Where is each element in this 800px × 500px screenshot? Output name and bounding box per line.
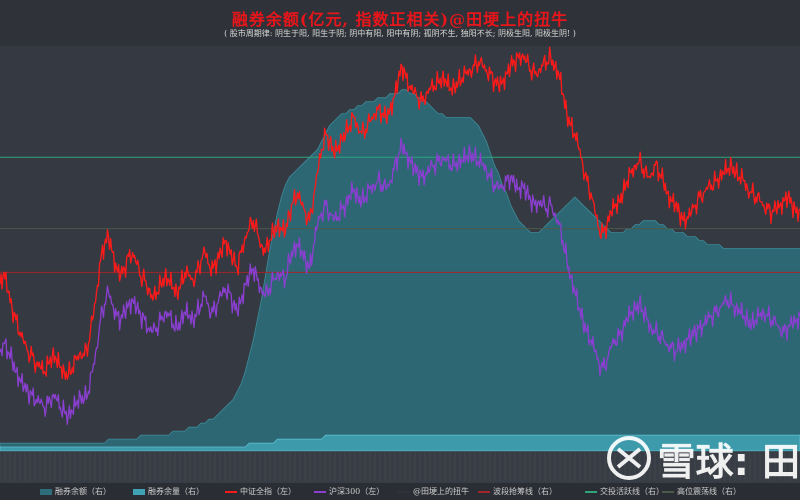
legend-label: 沪深300（左）: [329, 487, 385, 496]
x-axis-band: [0, 451, 800, 483]
legend-swatch: [40, 489, 52, 495]
legend-label: 融券余量（右）: [148, 487, 204, 496]
legend-item: 融券余额（右）: [40, 486, 111, 497]
legend-swatch: [314, 491, 326, 493]
chart-header: 融券余额(亿元, 指数正相关)@田埂上的扭牛 ( 股市周期律: 阴生于阳, 阳生…: [0, 0, 800, 46]
chart-title: 融券余额(亿元, 指数正相关)@田埂上的扭牛: [231, 10, 569, 29]
line-series-2: [0, 137, 800, 426]
legend-item: 高位震荡线（右）: [662, 486, 741, 497]
snowball-logo-icon: [606, 436, 651, 480]
legend-label: @田埂上的扭牛: [413, 487, 469, 496]
area-series-2: [0, 434, 800, 452]
legend-swatch: [225, 491, 237, 493]
legend-item: 沪深300（左）: [314, 486, 384, 497]
chart-subtitle: ( 股市周期律: 阴生于阳, 阳生于阴; 阴中有阳, 阳中有阴; 孤阴不生, 独…: [224, 29, 576, 38]
legend-item: 中证全指（左）: [225, 486, 296, 497]
legend-swatch: [478, 491, 490, 493]
legend-item: 融券余量（右）: [133, 486, 204, 497]
legend-label: 高位震荡线（右）: [677, 487, 741, 496]
chart-legend: 融券余额（右） 融券余量（右） 中证全指（左） 沪深300（左） @田埂上的扭牛 波段抢筹…: [0, 483, 800, 500]
legend-item: 波段抢筹线（右）: [478, 486, 557, 497]
legend-label: 中证全指（左）: [240, 487, 296, 496]
legend-label: 融券余额（右）: [55, 487, 111, 496]
legend-label: 交投活跃线（右）: [600, 487, 664, 496]
line-series-1: [0, 46, 800, 380]
area-series-1: [0, 89, 800, 452]
legend-item: @田埂上的扭牛: [398, 486, 469, 497]
watermark-text: 雪球: 田: [657, 439, 800, 484]
legend-swatch: [133, 489, 145, 495]
legend-swatch: [662, 491, 674, 493]
plot-area: [0, 46, 800, 483]
legend-label: 波段抢筹线（右）: [493, 487, 557, 496]
legend-swatch: [585, 491, 597, 493]
watermark: 雪球: 田: [606, 430, 800, 486]
legend-item: 交投活跃线（右）: [585, 486, 664, 497]
legend-swatch: [398, 491, 410, 493]
